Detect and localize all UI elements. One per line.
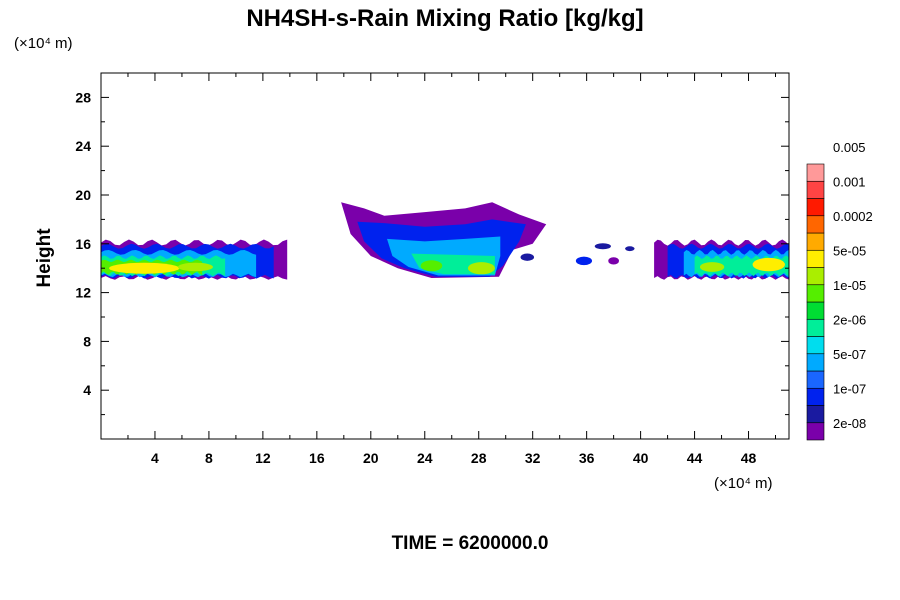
colorbar-swatch (806, 422, 825, 441)
colorbar-swatch (806, 215, 825, 234)
center-cloud-core-a (420, 260, 443, 272)
small-cell-5 (625, 246, 635, 252)
colorbar-label: 0.001 (833, 174, 866, 189)
plot-frame (100, 72, 790, 440)
colorbar: 2e-08 1e-07 5e-07 2e-06 1e-05 5e-05 0.0002 0.00… (806, 140, 873, 441)
colorbar-label: 0.005 (833, 140, 866, 155)
small-cell-1 (520, 253, 535, 261)
y-tick-label: 8 (83, 333, 91, 349)
colorbar-label: 1e-07 (833, 381, 866, 396)
colorbar-label: 5e-07 (833, 347, 866, 362)
x-tick-label: 40 (633, 450, 649, 466)
colorbar-swatch (806, 198, 825, 217)
colorbar-swatch (806, 336, 825, 355)
contour-fill (101, 202, 789, 280)
colorbar-swatch (806, 284, 825, 303)
colorbar-swatch (806, 301, 825, 320)
colorbar-swatch (806, 180, 825, 199)
x-tick-label: 12 (255, 450, 271, 466)
colorbar-swatch (806, 249, 825, 268)
x-tick-label: 28 (471, 450, 487, 466)
right-cloud-core-b (752, 257, 785, 272)
y-axis: 4 8 12 16 20 24 28 (75, 89, 789, 416)
x-tick-label: 36 (579, 450, 595, 466)
y-tick-label: 20 (75, 187, 91, 203)
colorbar-label: 5e-05 (833, 243, 866, 258)
left-cloud-core2 (177, 262, 213, 272)
chart-title: NH4SH-s-Rain Mixing Ratio [kg/kg] (246, 5, 643, 32)
colorbar-label: 2e-08 (833, 416, 866, 431)
colorbar-label: 1e-05 (833, 278, 866, 293)
colorbar-label: 2e-06 (833, 312, 866, 327)
y-tick-label: 12 (75, 285, 91, 301)
y-tick-label: 4 (83, 382, 91, 398)
y-axis-label: Height (34, 228, 55, 288)
center-cloud-core-b (467, 262, 495, 275)
y-tick-label: 28 (75, 89, 91, 105)
x-tick-label: 4 (151, 450, 159, 466)
colorbar-swatch (806, 353, 825, 372)
y-units-label: (×10⁴ m) (14, 35, 73, 52)
x-tick-label: 48 (741, 450, 757, 466)
colorbar-label: 0.0002 (833, 209, 873, 224)
colorbar-swatch (806, 405, 825, 424)
time-footer: TIME = 6200000.0 (392, 533, 549, 554)
small-cell-4 (608, 257, 620, 265)
colorbar-swatch (806, 318, 825, 337)
x-tick-label: 16 (309, 450, 325, 466)
colorbar-swatch (806, 232, 825, 251)
x-tick-label: 8 (205, 450, 213, 466)
x-tick-label: 32 (525, 450, 541, 466)
small-cell-3 (594, 243, 611, 250)
colorbar-swatch (806, 267, 825, 286)
colorbar-swatch (806, 163, 825, 182)
x-axis: 4 8 12 16 20 24 28 32 36 40 44 48 (127, 73, 777, 466)
x-units-label: (×10⁴ m) (714, 475, 773, 492)
x-tick-label: 20 (363, 450, 379, 466)
colorbar-swatch (806, 370, 825, 389)
right-cloud-core-a (699, 262, 725, 272)
y-tick-label: 16 (75, 236, 91, 252)
small-cell-2 (575, 256, 593, 266)
left-cloud-core (109, 262, 180, 274)
x-tick-label: 44 (687, 450, 703, 466)
colorbar-swatch (806, 387, 825, 406)
x-tick-label: 24 (417, 450, 433, 466)
y-tick-label: 24 (75, 138, 91, 154)
